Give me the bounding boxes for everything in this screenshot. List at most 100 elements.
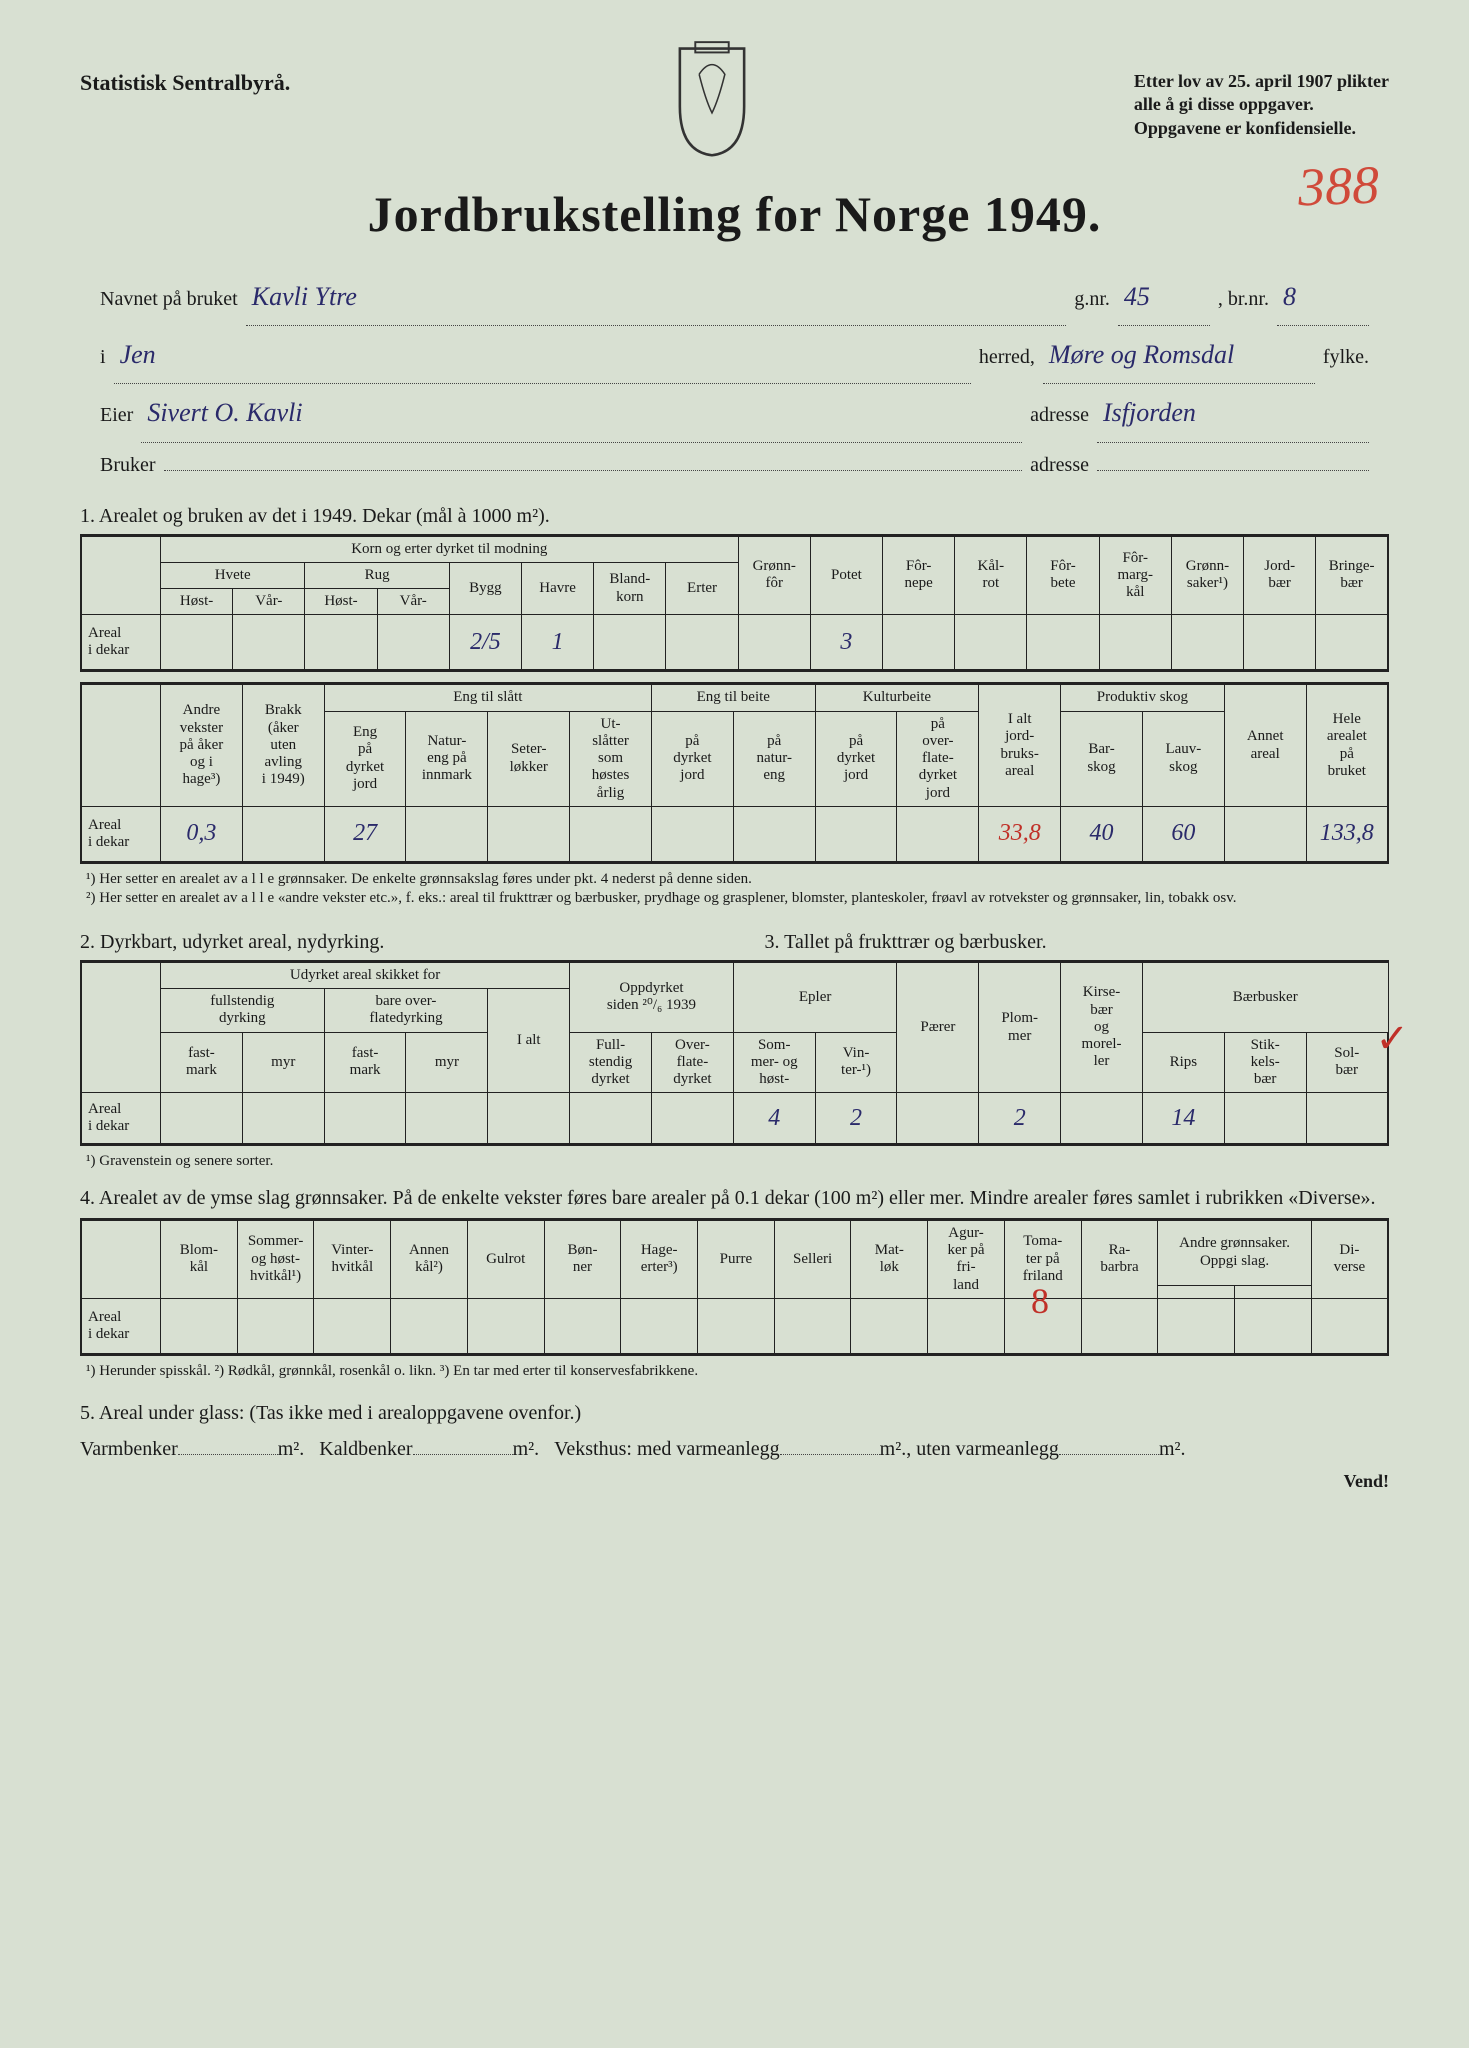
l-uten: , uten varmeanlegg <box>906 1438 1059 1460</box>
h-annet: Annetareal <box>1224 684 1306 807</box>
h-lauvskog: Lauv-skog <box>1142 711 1224 806</box>
hdr-gronnfor: Grønn-fôr <box>738 535 810 615</box>
h-ialt: I altjord-bruks-areal <box>979 684 1061 807</box>
h-engslatt: Eng til slått <box>324 684 651 711</box>
label-eier: Eier <box>100 393 133 437</box>
h-utslatter: Ut-slåttersomhøstesårlig <box>570 711 652 806</box>
l-kaldbenker: Kaldbenker <box>319 1438 412 1460</box>
h-padyrket2: pådyrketjord <box>815 711 897 806</box>
hdr-formargkal: Fôr-marg-kål <box>1099 535 1171 615</box>
label-gnr: g.nr. <box>1074 277 1110 321</box>
note-3: ¹) Gravenstein og senere sorter. <box>86 1152 1383 1172</box>
legal-line-2: alle å gi disse oppgaver. <box>1134 93 1389 116</box>
sec3-heading: 3. Tallet på frukttrær og bærbusker. <box>765 931 1390 954</box>
h-panatur: pånatur-eng <box>733 711 815 806</box>
h3-kirse: Kirse-bærogmorel-ler <box>1061 961 1143 1093</box>
sec5-heading: 5. Areal under glass: (Tas ikke med i ar… <box>80 1395 1389 1431</box>
v3-sommer: 4 <box>733 1093 815 1145</box>
h4-hageerter: Hage-erter³) <box>621 1219 698 1298</box>
val-potet: 3 <box>810 615 882 671</box>
field-adresse2 <box>1097 450 1369 471</box>
sec5-line: Varmbenkerm². Kaldbenkerm². Veksthus: me… <box>80 1431 1389 1467</box>
table-2-3: Udyrket areal skikket for Oppdyrketsiden… <box>80 960 1389 1147</box>
h4-bonner: Bøn-ner <box>544 1219 621 1298</box>
val-lauv: 60 <box>1142 806 1224 862</box>
sec4-heading: 4. Arealet av de ymse slag grønnsaker. P… <box>80 1184 1389 1212</box>
field-gnr: 45 <box>1118 268 1210 326</box>
h-hele: Helearealetpåbruket <box>1306 684 1388 807</box>
rowlabel-23: Areali dekar <box>81 1093 161 1145</box>
val-hele: 133,8 <box>1306 806 1388 862</box>
h4-andre-blank2 <box>1235 1285 1312 1298</box>
sec2-heading: 2. Dyrkbart, udyrket areal, nydyrking. <box>80 931 705 954</box>
h4-andre-blank1 <box>1158 1285 1235 1298</box>
hdr-havre: Havre <box>522 562 594 615</box>
notes-1: ¹) Her setter en arealet av a l l e grøn… <box>86 870 1383 909</box>
rowlabel-1b: Areali dekar <box>81 806 161 862</box>
label-fylke: fylke. <box>1323 335 1369 379</box>
h4-selleri: Selleri <box>774 1219 851 1298</box>
h2-udyrket: Udyrket areal skikket for <box>161 961 570 988</box>
h2-fullstendig: fullstendigdyrking <box>161 989 325 1033</box>
label-adresse: adresse <box>1030 393 1089 437</box>
red-eight-mark: 8 <box>1031 1280 1049 1322</box>
census-form-page: Statistisk Sentralbyrå. Etter lov av 25.… <box>0 0 1469 2048</box>
stamp-number: 388 <box>1297 154 1380 219</box>
sec2-3-headings: 2. Dyrkbart, udyrket areal, nydyrking. 3… <box>80 921 1389 960</box>
field-bnr: 8 <box>1277 268 1369 326</box>
hdr-rug-host: Høst- <box>305 589 377 615</box>
h3-plommer: Plom-mer <box>979 961 1061 1093</box>
h2-fm2: fast-mark <box>324 1032 406 1093</box>
header-row: Statistisk Sentralbyrå. Etter lov av 25.… <box>80 70 1389 165</box>
h3-paerer: Pærer <box>897 961 979 1093</box>
h2-full: Full-stendigdyrket <box>570 1032 652 1093</box>
h2-oppdyrket: Oppdyrketsiden ²⁰/₆ 1939 <box>570 961 734 1032</box>
legal-line-1: Etter lov av 25. april 1907 plikter <box>1134 70 1389 93</box>
hdr-hvete-var: Vår- <box>233 589 305 615</box>
h2-bareover: bare over-flatedyrking <box>324 989 488 1033</box>
h2-fm1: fast-mark <box>161 1032 243 1093</box>
h4-blomkal: Blom-kål <box>161 1219 238 1298</box>
h3-rips: Rips <box>1142 1032 1224 1093</box>
h4-agurker: Agur-ker påfri-land <box>928 1219 1005 1298</box>
hdr-potet: Potet <box>810 535 882 615</box>
v3-plommer: 2 <box>979 1093 1061 1145</box>
table-4: Blom-kål Sommer-og høst-hvitkål¹) Vinter… <box>80 1218 1389 1356</box>
h4-andre: Andre grønnsaker.Oppgi slag. <box>1158 1219 1311 1285</box>
val-eng: 27 <box>324 806 406 862</box>
label-i: i <box>100 335 106 379</box>
rowlabel-1a: Areali dekar <box>81 615 161 671</box>
field-eier: Sivert O. Kavli <box>141 384 1022 442</box>
val-ialt: 33,8 <box>979 806 1061 862</box>
farm-meta: Navnet på bruket Kavli Ytre g.nr. 45 , b… <box>100 268 1369 487</box>
hdr-bringebaer: Bringe-bær <box>1316 535 1388 615</box>
h4-sommerkal: Sommer-og høst-hvitkål¹) <box>237 1219 314 1298</box>
hdr-hvete: Hvete <box>161 562 305 588</box>
h-natureng: Natur-eng påinnmark <box>406 711 488 806</box>
h-engpa: Engpådyrketjord <box>324 711 406 806</box>
h-brakk: Brakk(åkerutenavlingi 1949) <box>242 684 324 807</box>
hdr-korn: Korn og erter dyrket til modning <box>161 535 739 562</box>
table-1b: Andreveksterpå åkerog ihage³) Brakk(åker… <box>80 682 1389 864</box>
h-seter: Seter-løkker <box>488 711 570 806</box>
val-andre: 0,3 <box>161 806 243 862</box>
h3-baerbusker: Bærbusker <box>1142 961 1388 1032</box>
hdr-hvete-host: Høst- <box>161 589 233 615</box>
h-andre: Andreveksterpå åkerog ihage³) <box>161 684 243 807</box>
f-veksthus <box>780 1440 880 1455</box>
h2-ialt: I alt <box>488 989 570 1093</box>
field-herred: Møre og Romsdal <box>1043 326 1315 384</box>
hdr-gronnsaker: Grønn-saker¹) <box>1171 535 1243 615</box>
h3-stikkels: Stik-kels-bær <box>1224 1032 1306 1093</box>
hdr-rug-var: Vår- <box>377 589 449 615</box>
label-adresse2: adresse <box>1030 443 1089 487</box>
h4-rabarbra: Ra-barbra <box>1081 1219 1158 1298</box>
h2-myr2: myr <box>406 1032 488 1093</box>
h-kulturbeite: Kulturbeite <box>815 684 979 711</box>
table-1a: Korn og erter dyrket til modning Grønn-f… <box>80 534 1389 673</box>
hdr-forbete: Fôr-bete <box>1027 535 1099 615</box>
rowlabel-4: Areali dekar <box>81 1298 161 1354</box>
val-bar: 40 <box>1061 806 1143 862</box>
label-herred: herred, <box>979 335 1035 379</box>
h-prodskog: Produktiv skog <box>1061 684 1225 711</box>
